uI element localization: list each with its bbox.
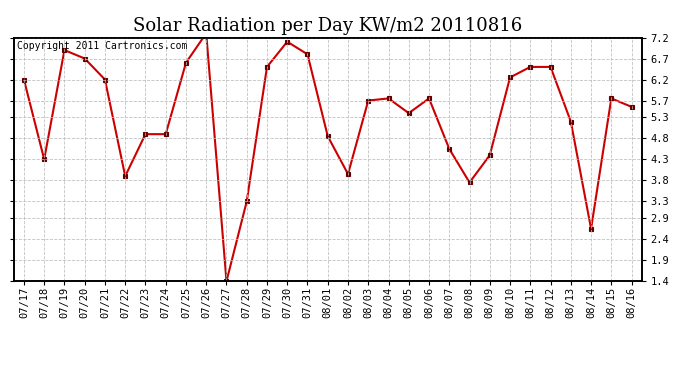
Title: Solar Radiation per Day KW/m2 20110816: Solar Radiation per Day KW/m2 20110816 xyxy=(133,16,522,34)
Text: Copyright 2011 Cartronics.com: Copyright 2011 Cartronics.com xyxy=(17,41,187,51)
